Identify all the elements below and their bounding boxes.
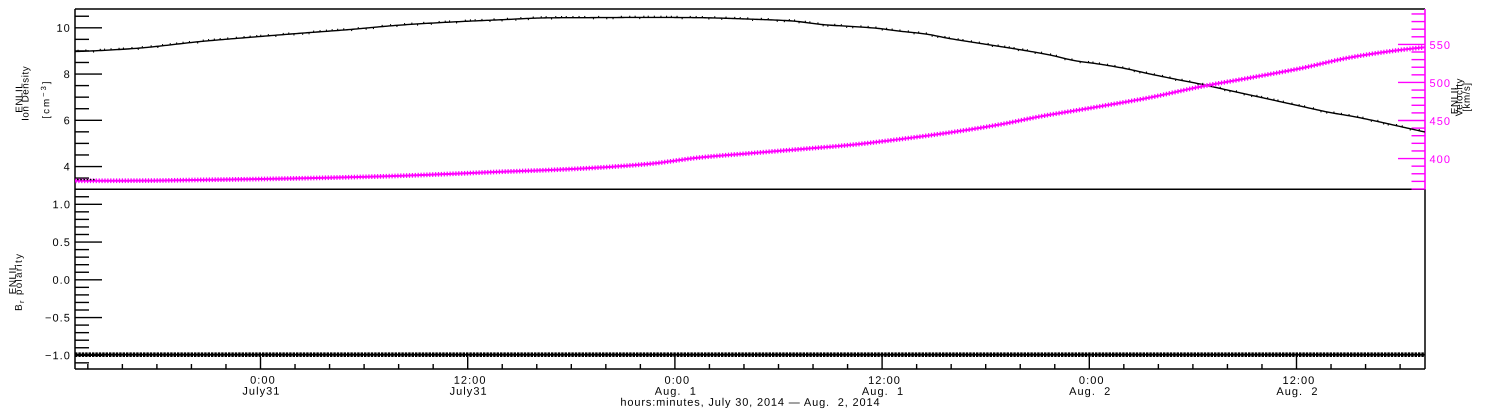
svg-text:[km/s]: [km/s] bbox=[1462, 82, 1473, 111]
svg-text:500: 500 bbox=[1430, 78, 1452, 90]
svg-text:Velocity: Velocity bbox=[1454, 78, 1465, 116]
svg-text:Aug. 1: Aug. 1 bbox=[862, 386, 904, 398]
svg-text:Aug. 2: Aug. 2 bbox=[1276, 386, 1318, 398]
svg-text:ENLIL: ENLIL bbox=[14, 83, 25, 113]
svg-text:6: 6 bbox=[64, 115, 71, 127]
svg-text:0.0: 0.0 bbox=[53, 275, 71, 287]
svg-text:Br polarity: Br polarity bbox=[14, 253, 26, 311]
svg-text:10: 10 bbox=[57, 23, 71, 35]
svg-text:8: 8 bbox=[64, 69, 71, 81]
svg-text:550: 550 bbox=[1430, 40, 1452, 52]
svg-text:0:00: 0:00 bbox=[665, 375, 691, 387]
svg-text:Aug. 1: Aug. 1 bbox=[655, 386, 697, 398]
svg-text:0.5: 0.5 bbox=[53, 237, 71, 249]
svg-text:July31: July31 bbox=[242, 386, 280, 398]
svg-text:hours:minutes, July 30, 2014 —: hours:minutes, July 30, 2014 — Aug. 2, 2… bbox=[620, 397, 880, 409]
svg-text:ENLIL: ENLIL bbox=[1450, 84, 1461, 114]
svg-text:July31: July31 bbox=[450, 386, 488, 398]
svg-text:Ion Density: Ion Density bbox=[21, 66, 32, 121]
svg-text:450: 450 bbox=[1430, 116, 1452, 128]
svg-text:0:00: 0:00 bbox=[250, 375, 276, 387]
svg-text:12:00: 12:00 bbox=[454, 375, 487, 387]
svg-text:4: 4 bbox=[64, 161, 71, 173]
svg-text:−0.5: −0.5 bbox=[45, 313, 71, 325]
svg-text:0:00: 0:00 bbox=[1079, 375, 1105, 387]
svg-text:ENLIL: ENLIL bbox=[8, 264, 19, 294]
svg-text:400: 400 bbox=[1430, 154, 1452, 166]
svg-text:12:00: 12:00 bbox=[868, 375, 901, 387]
svg-text:Aug. 2: Aug. 2 bbox=[1069, 386, 1111, 398]
svg-text:−1.0: −1.0 bbox=[45, 350, 71, 362]
svg-text:1.0: 1.0 bbox=[53, 199, 71, 211]
svg-text:12:00: 12:00 bbox=[1283, 375, 1316, 387]
